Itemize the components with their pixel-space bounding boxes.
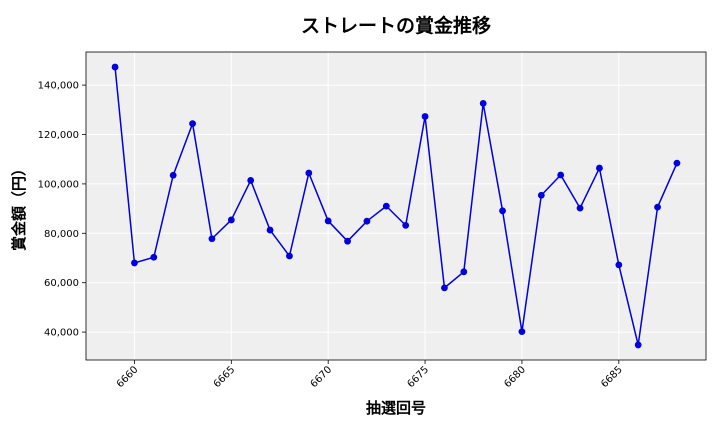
x-tick-label: 6685 (599, 364, 625, 390)
x-tick-label: 6665 (212, 364, 238, 390)
x-tick-label: 6670 (309, 364, 335, 390)
data-point (208, 235, 216, 243)
data-point (286, 252, 293, 260)
data-point (634, 341, 642, 349)
y-tick-label: 100,000 (38, 179, 79, 190)
data-point (499, 207, 506, 215)
data-point (615, 261, 623, 269)
data-point (402, 221, 410, 229)
data-point (382, 202, 390, 210)
data-point (227, 216, 235, 224)
y-tick-label: 140,000 (38, 81, 79, 92)
series-line (114, 66, 678, 346)
data-point (460, 268, 468, 276)
data-point (305, 169, 313, 177)
data-point (111, 63, 119, 71)
y-tick-label: 120,000 (38, 130, 79, 141)
data-point (518, 328, 526, 335)
data-point (131, 259, 138, 267)
x-tick-label: 6675 (405, 364, 431, 390)
plot-frame (85, 51, 707, 361)
data-point (576, 204, 584, 212)
data-point (596, 164, 603, 172)
data-point (169, 171, 177, 179)
x-axis-label: 抽選回号 (366, 399, 426, 417)
grid-lines (86, 52, 706, 360)
data-point (189, 120, 196, 128)
chart-title: ストレートの賞金推移 (301, 14, 491, 37)
y-tick-label: 60,000 (44, 278, 79, 289)
data-point (150, 253, 158, 261)
data-point (344, 237, 351, 245)
data-point (363, 217, 371, 225)
data-point (537, 191, 545, 199)
y-axis-label: 賞金額（円） (10, 161, 28, 251)
data-point (324, 217, 332, 225)
data-point (441, 284, 448, 292)
x-tick-label: 6680 (502, 364, 528, 390)
series-layer (111, 63, 681, 349)
y-tick-label: 40,000 (44, 328, 79, 339)
data-point (247, 177, 255, 184)
data-point (654, 203, 661, 211)
data-point (266, 226, 274, 234)
y-tick-label: 80,000 (44, 229, 79, 240)
x-tick-label: 6660 (115, 364, 141, 390)
plot-area (86, 52, 706, 360)
data-point (421, 113, 429, 120)
data-point (479, 99, 487, 107)
data-point (673, 159, 681, 167)
data-point (557, 171, 565, 179)
